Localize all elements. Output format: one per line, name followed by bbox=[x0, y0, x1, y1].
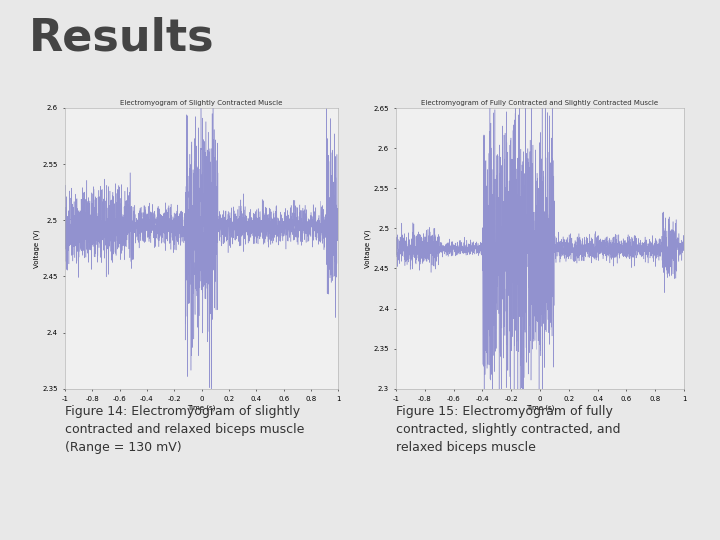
Y-axis label: Voltage (V): Voltage (V) bbox=[33, 229, 40, 268]
X-axis label: Time (s): Time (s) bbox=[526, 404, 554, 411]
Title: Electromyogram of Slightly Contracted Muscle: Electromyogram of Slightly Contracted Mu… bbox=[120, 100, 283, 106]
Text: Figure 14: Electromyogram of slightly
contracted and relaxed biceps muscle
(Rang: Figure 14: Electromyogram of slightly co… bbox=[65, 405, 304, 454]
Y-axis label: Voltage (V): Voltage (V) bbox=[364, 229, 371, 268]
Title: Electromyogram of Fully Contracted and Slightly Contracted Muscle: Electromyogram of Fully Contracted and S… bbox=[421, 100, 659, 106]
Text: Results: Results bbox=[29, 16, 215, 59]
X-axis label: Time (s): Time (s) bbox=[187, 404, 216, 411]
Text: Figure 15: Electromyogram of fully
contracted, slightly contracted, and
relaxed : Figure 15: Electromyogram of fully contr… bbox=[396, 405, 621, 454]
